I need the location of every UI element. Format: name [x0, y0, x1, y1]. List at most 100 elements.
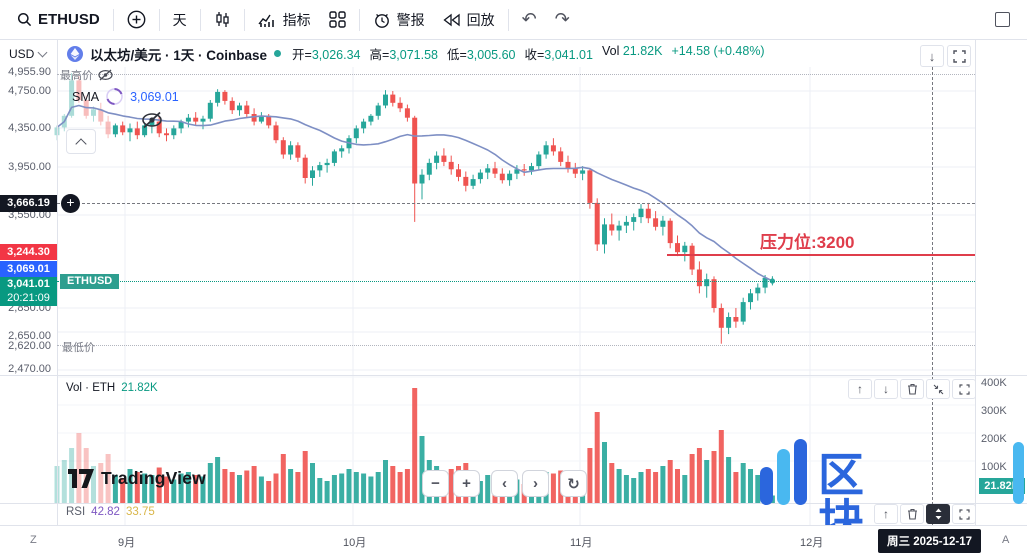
chart-style-button[interactable] [205, 6, 240, 34]
toolbar-separator [243, 8, 245, 31]
tradingview-watermark[interactable]: TradingView [68, 468, 206, 489]
undo-icon: ↶ [521, 9, 537, 29]
layout-templates-button[interactable] [320, 6, 355, 34]
symbol-search-button[interactable]: ETHUSD [8, 6, 109, 34]
move-pane-up-button[interactable]: ↑ [874, 504, 898, 524]
price-tick: 4,750.00 [0, 85, 51, 97]
reset-icon: ↻ [567, 475, 580, 493]
down-arrow-icon: ↓ [883, 382, 889, 396]
indicators-button[interactable]: 指标 [249, 6, 320, 34]
price-tick: 2,620.00 [0, 340, 51, 352]
zoom-in-button[interactable]: + [453, 470, 480, 497]
reset-chart-button[interactable]: ↻ [560, 470, 587, 497]
brand-icon-bar [1013, 442, 1024, 504]
chevron-up-icon [75, 137, 87, 150]
time-scale[interactable]: Z 9月 10月 11月 12月 周三 2025-12-17 A [0, 525, 1027, 555]
open-label: 开= [292, 48, 312, 62]
sma-legend[interactable]: SMA 3,069.01 [72, 88, 179, 105]
zoom-out-button[interactable]: − [422, 470, 449, 497]
currency-select[interactable]: USD [0, 41, 57, 66]
month-tick: 10月 [343, 537, 367, 549]
month-tick: 11月 [570, 537, 593, 549]
change-value: +14.58 (+0.48%) [671, 44, 765, 58]
volume-tick: 200K [981, 433, 1007, 445]
right-scale-border [975, 40, 976, 525]
toolbar-separator [199, 8, 201, 31]
resize-pane-button[interactable] [926, 504, 950, 524]
sma-price-badge: 3,069.01 [0, 261, 57, 277]
alerts-label: 警报 [396, 11, 425, 28]
high-label: 高= [369, 48, 390, 62]
high-value: 3,071.58 [389, 48, 438, 62]
alerts-button[interactable]: 警报 [364, 6, 434, 34]
scroll-left-button[interactable]: ‹ [491, 470, 518, 497]
maximize-icon [958, 383, 970, 395]
sma-name: SMA [72, 89, 100, 104]
interval-label: 天 [172, 11, 187, 28]
toolbar-separator [112, 8, 114, 31]
up-arrow-icon: ↑ [857, 382, 863, 396]
lowest-price-marker: 最低价 [62, 342, 95, 354]
volume-tick: 300K [981, 405, 1007, 417]
up-arrow-icon: ↑ [883, 507, 889, 521]
maximize-pane-button[interactable] [952, 504, 976, 524]
toolbar-separator [158, 8, 160, 31]
calendar-toggle[interactable]: A [1002, 534, 1010, 546]
rsi-name: RSI [66, 506, 86, 518]
low-value: 3,005.60 [466, 48, 516, 62]
price-tick: 3,550.00 [0, 209, 51, 221]
eth-logo-icon [67, 45, 83, 62]
resistance-label[interactable]: 压力位:3200 [760, 233, 855, 252]
scroll-right-button[interactable]: › [522, 470, 549, 497]
rsi-value-2: 33.75 [125, 506, 155, 518]
highest-price-label: 最高价 [60, 70, 93, 82]
eye-slash-icon-large[interactable] [141, 111, 163, 129]
indicators-label: 指标 [282, 11, 311, 28]
volume-pane-separator[interactable] [0, 375, 1027, 376]
symbol-info[interactable]: 以太坊/美元 · 1天 · Coinbase 开=3,026.34 高=3,07… [57, 44, 765, 64]
trash-icon [907, 383, 917, 395]
symbol-header-row: USD 以太坊/美元 · 1天 · Coinbase 开=3,026.34 高=… [0, 40, 1027, 67]
move-pane-down-button[interactable]: ↓ [874, 379, 898, 399]
snapshot-button[interactable] [947, 45, 971, 67]
resistance-trendline[interactable] [667, 254, 975, 256]
chevron-down-icon [37, 47, 48, 57]
tradingview-logo-text: TradingView [101, 468, 206, 488]
top-toolbar: ETHUSD 天 指标 警报 回放 [0, 0, 1027, 40]
collapse-legend-button[interactable] [66, 129, 96, 154]
collapse-pane-button[interactable] [926, 379, 950, 399]
undo-button[interactable]: ↶ [513, 6, 546, 34]
redo-button[interactable]: ↷ [546, 6, 579, 34]
close-value: 3,041.01 [544, 48, 593, 62]
loading-spinner-icon [106, 88, 123, 105]
interval-button[interactable]: 天 [164, 6, 196, 34]
rsi-pane-separator[interactable] [0, 503, 1027, 504]
left-scale-border [57, 40, 58, 525]
maximize-pane-button[interactable] [952, 379, 976, 399]
add-alert-plus-button[interactable]: + [61, 194, 80, 213]
volume-pane-legend[interactable]: Vol · ETH 21.82K [66, 382, 158, 394]
currency-value: USD [9, 46, 35, 61]
brand-icon-bar [777, 449, 790, 505]
eye-slash-icon[interactable] [98, 69, 113, 81]
crosshair-date-badge: 周三 2025-12-17 [878, 529, 982, 553]
save-layout-button[interactable] [986, 6, 1019, 34]
compare-add-button[interactable] [118, 6, 155, 34]
redo-icon: ↷ [554, 9, 570, 29]
crosshair-price-badge: 3,666.19 [0, 195, 57, 212]
delete-pane-button[interactable] [900, 504, 924, 524]
low-label: 低= [447, 48, 467, 62]
down-arrow-icon: ↓ [928, 48, 936, 64]
move-pane-up-button[interactable]: ↑ [848, 379, 872, 399]
replay-button[interactable]: 回放 [434, 6, 504, 34]
price-tick: 2,470.00 [0, 363, 51, 375]
delete-pane-button[interactable] [900, 379, 924, 399]
price-tick: 4,955.90 [0, 66, 51, 78]
plus-icon: + [462, 475, 471, 492]
scroll-to-latest-button[interactable]: ↓ [920, 45, 944, 67]
price-tick: 2,650.00 [0, 330, 51, 342]
plus-circle-icon [127, 10, 146, 29]
timezone-toggle[interactable]: Z [30, 534, 37, 546]
price-tick: 3,950.00 [0, 161, 51, 173]
rsi-pane-legend[interactable]: RSI 42.82 33.75 [66, 506, 155, 518]
